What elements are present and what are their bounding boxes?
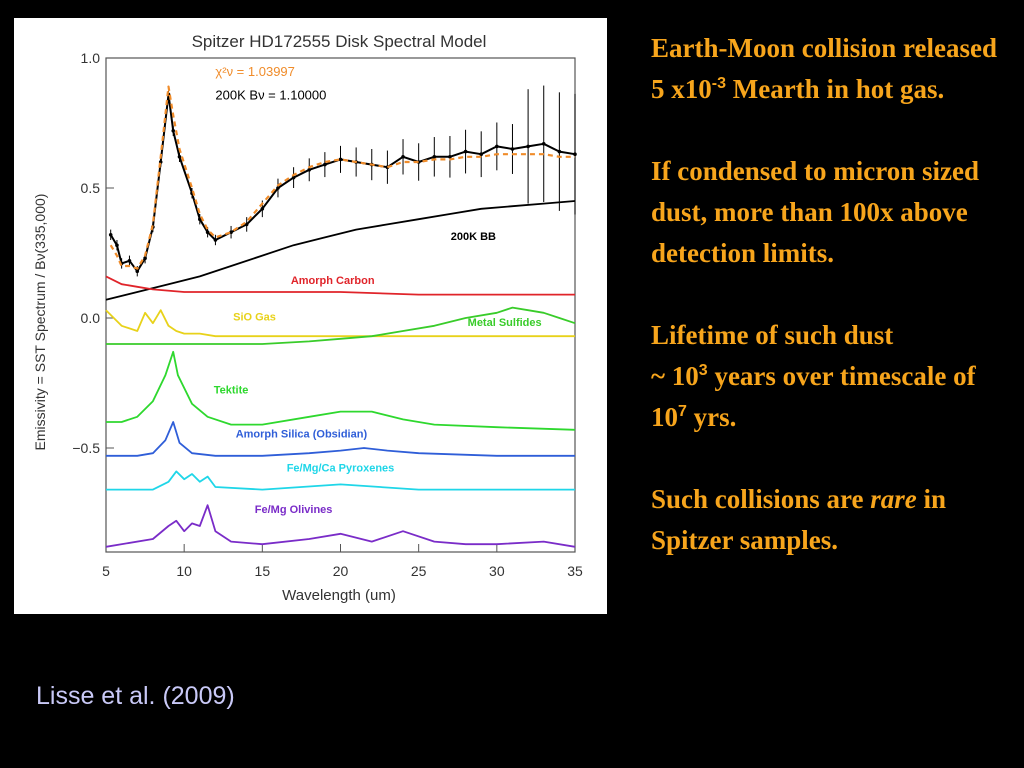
series-label: Amorph Carbon — [291, 275, 375, 287]
bullet-text: Such collisions are — [651, 484, 871, 514]
y-tick-label: −0.5 — [72, 440, 100, 456]
series-line-amorph-carbon — [105, 275, 575, 296]
bullet-collision: Earth-Moon collision released 5 x10-3 Me… — [651, 28, 1011, 110]
x-tick-label: 10 — [176, 563, 192, 579]
series-line-model-fit — [109, 85, 575, 270]
series-label: Amorph Silica (Obsidian) — [236, 429, 368, 441]
data-point — [276, 186, 280, 190]
data-point — [115, 243, 119, 247]
series-line-amorph-silica-obsidian — [106, 421, 575, 457]
data-point — [323, 162, 327, 167]
exponent: 3 — [698, 362, 708, 379]
data-point — [573, 152, 577, 156]
data-point — [557, 149, 562, 154]
bullet-text: Mearth in hot gas. — [725, 74, 945, 104]
data-point — [432, 155, 437, 159]
data-point — [135, 269, 140, 273]
data-point — [526, 144, 530, 149]
x-tick-label: 15 — [255, 563, 271, 579]
bullet-text: in Spitzer samples. — [651, 484, 947, 555]
series-label: 200K BB — [451, 231, 496, 243]
exponent: -3 — [711, 75, 726, 92]
data-point — [338, 157, 343, 162]
x-tick-label: 25 — [411, 563, 427, 579]
chart-title: Spitzer HD172555 Disk Spectral Model — [192, 32, 487, 51]
bullet-lifetime: Lifetime of such dust ~ 103 years over ti… — [651, 315, 1011, 438]
series-line-metal-sulfides — [106, 306, 576, 345]
data-point — [495, 144, 499, 149]
series-label: Metal Sulfides — [468, 317, 542, 329]
bullet-dust: If condensed to micron sized dust, more … — [651, 151, 1011, 274]
bullet-text: Lifetime of such dust — [651, 320, 894, 350]
bullet-list: Earth-Moon collision released 5 x10-3 Me… — [651, 28, 1011, 602]
series-label: SiO Gas — [233, 312, 276, 324]
data-point — [479, 152, 484, 156]
series-label: Fe/Mg/Ca Pyroxenes — [287, 462, 395, 474]
data-point — [463, 149, 468, 154]
data-point — [177, 155, 182, 159]
y-tick-label: 0.0 — [81, 310, 101, 326]
citation: Lisse et al. (2009) — [36, 682, 235, 710]
data-point — [205, 230, 210, 234]
spectral-model-figure: Spitzer HD172555 Disk Spectral Model 5 10… — [14, 18, 607, 614]
x-tick-label: 35 — [567, 563, 583, 579]
data-point — [448, 155, 452, 159]
plot-area: 5 10 15 20 25 30 35 1.0 0.5 0.0 −0.5 200K BB Amorph … — [72, 50, 583, 579]
data-point — [510, 147, 515, 151]
bullet-text: Earth-Moon collision released 5 x10 — [651, 33, 997, 104]
series-label: Tektite — [214, 384, 249, 396]
data-point — [198, 217, 202, 221]
series-line-fe-mg-olivines — [105, 504, 576, 548]
legend-entry: 200K Bν = 1.10000 — [215, 88, 326, 103]
y-tick-label: 0.5 — [81, 180, 101, 196]
series-line-observed-spectrum — [109, 93, 576, 273]
y-axis-label: Emissivity = SST Spectrum / Bν(335,000) — [32, 194, 48, 451]
data-point — [307, 168, 312, 172]
data-point — [401, 155, 405, 159]
x-tick-label: 5 — [102, 563, 110, 579]
bullet-text: yrs. — [686, 402, 737, 432]
y-tick-label: 1.0 — [81, 50, 101, 66]
bullet-text: If condensed to micron sized dust, more … — [651, 156, 979, 268]
data-point — [171, 129, 176, 133]
series-line-tektite — [106, 350, 576, 431]
data-point — [244, 222, 249, 227]
bullet-text: years over timescale of 10 — [651, 361, 976, 432]
data-point — [143, 256, 147, 260]
data-point — [260, 207, 265, 211]
data-point — [213, 238, 218, 242]
series-line-fe-mg-ca-pyroxenes — [106, 470, 575, 491]
x-tick-label: 20 — [333, 563, 349, 579]
data-point — [291, 175, 296, 180]
legend-entry: χ²ν = 1.03997 — [215, 64, 294, 79]
data-point — [127, 259, 132, 263]
x-tick-label: 30 — [489, 563, 505, 579]
series-label: Fe/Mg Olivines — [255, 504, 333, 516]
emphasis-rare: rare — [870, 484, 917, 514]
series-line-200k-bb — [105, 200, 576, 301]
data-point — [108, 233, 113, 237]
bullet-rarity: Such collisions are rare in Spitzer samp… — [651, 479, 1011, 561]
bullet-text: ~ 10 — [651, 361, 699, 391]
x-axis-label: Wavelength (um) — [282, 587, 396, 604]
exponent: 7 — [678, 403, 687, 420]
spectral-chart: Spitzer HD172555 Disk Spectral Model 5 10… — [32, 32, 583, 604]
data-point — [541, 142, 546, 146]
